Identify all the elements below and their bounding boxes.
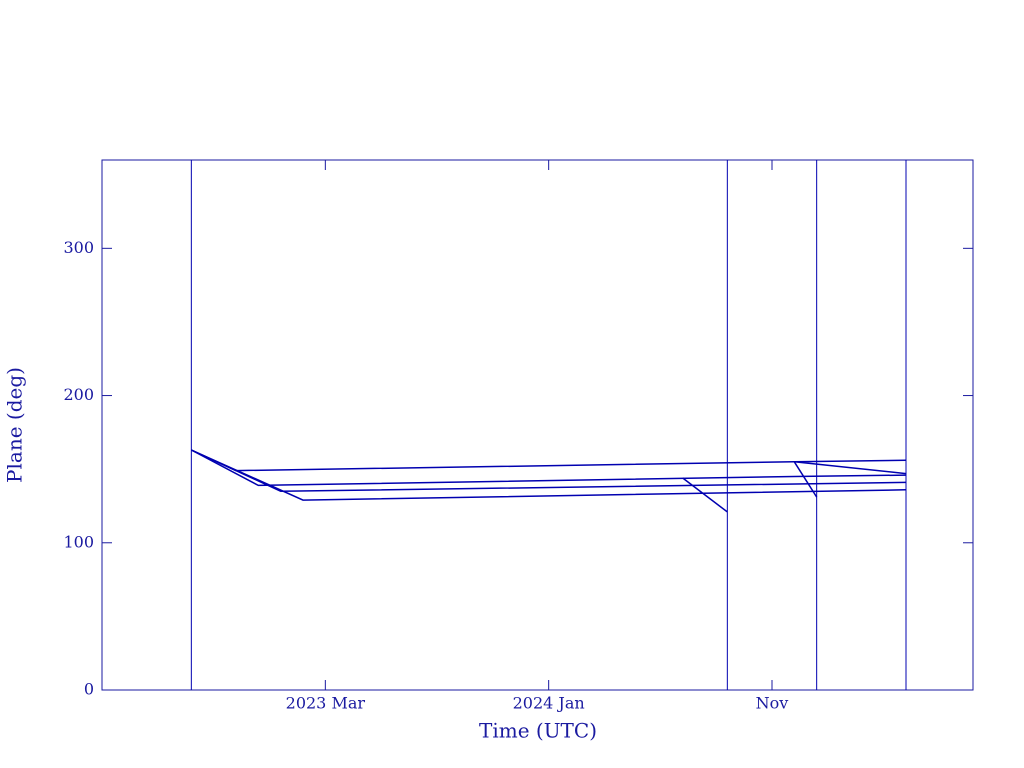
y-tick-label: 100 <box>63 532 94 551</box>
series-line <box>190 449 907 501</box>
x-tick-label: Nov <box>756 694 789 713</box>
series-line <box>190 449 907 487</box>
x-tick-label: 2024 Jan <box>513 694 585 713</box>
series-line <box>682 477 728 513</box>
x-tick-label: 2023 Mar <box>286 694 366 713</box>
x-axis-title: Time (UTC) <box>479 719 597 743</box>
y-axis-title: Plane (deg) <box>3 367 27 483</box>
plot-frame <box>101 159 974 691</box>
y-tick-label: 200 <box>63 385 94 404</box>
y-tick-label: 0 <box>84 680 94 699</box>
series-line <box>794 461 907 475</box>
y-tick-label: 300 <box>63 238 94 257</box>
